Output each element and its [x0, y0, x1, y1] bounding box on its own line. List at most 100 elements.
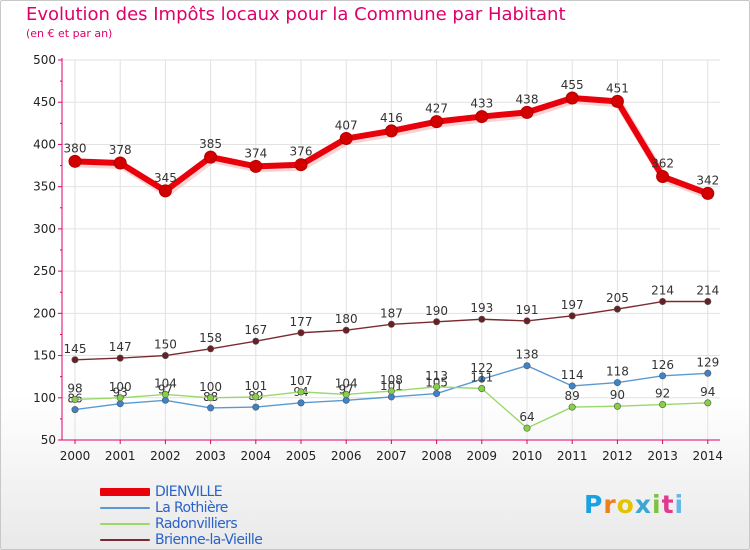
x-tick-label: 2007 [376, 449, 407, 463]
data-point [478, 384, 486, 392]
data-label: 205 [606, 291, 629, 305]
data-label: 190 [425, 304, 448, 318]
data-point [204, 150, 218, 164]
data-label: 376 [290, 145, 313, 159]
data-label: 107 [290, 374, 313, 388]
x-tick-label: 2013 [647, 449, 678, 463]
data-point [568, 403, 576, 411]
x-tick-label: 2014 [693, 449, 724, 463]
data-point [161, 396, 169, 404]
data-label: 416 [380, 111, 403, 125]
legend-label: Radonvilliers [155, 516, 238, 532]
data-label: 97 [339, 382, 354, 396]
legend-label: DIENVILLE [155, 484, 223, 500]
x-tick-label: 2011 [557, 449, 588, 463]
data-label: 118 [606, 365, 629, 379]
data-label: 93 [113, 386, 128, 400]
data-label: 104 [154, 376, 177, 390]
data-label: 385 [199, 137, 222, 151]
data-label: 214 [651, 284, 674, 298]
data-point [568, 312, 576, 320]
legend-swatch [100, 488, 150, 496]
data-point [252, 337, 260, 345]
x-tick-label: 2004 [241, 449, 272, 463]
x-tick-label: 2002 [150, 449, 181, 463]
x-tick-label: 2010 [512, 449, 543, 463]
data-point [659, 298, 667, 306]
data-point [478, 315, 486, 323]
data-label: 451 [606, 81, 629, 95]
data-point [387, 387, 395, 395]
data-label: 114 [561, 368, 584, 382]
data-point [433, 318, 441, 326]
data-label: 191 [516, 303, 539, 317]
y-tick-label: 450 [33, 95, 56, 109]
data-point [116, 394, 124, 402]
legend-label: La Rothière [155, 500, 228, 516]
data-point [71, 356, 79, 364]
data-label: 101 [244, 379, 267, 393]
data-label: 97 [158, 382, 173, 396]
y-tick-label: 500 [33, 53, 56, 67]
data-point [610, 94, 624, 108]
data-label: 380 [64, 141, 87, 155]
data-label: 111 [470, 370, 493, 384]
data-point [116, 400, 124, 408]
series-dienville: 380 378 345 385 374 376 407 416 427 433 438 455 451 3… [64, 78, 719, 200]
logo-letter: o [616, 490, 635, 519]
data-label: 362 [651, 157, 674, 171]
data-point [161, 352, 169, 360]
data-point [523, 362, 531, 370]
data-point [430, 115, 444, 129]
data-label: 427 [425, 102, 448, 116]
data-label: 187 [380, 306, 403, 320]
data-point [113, 156, 127, 170]
y-tick-label: 100 [33, 391, 56, 405]
data-label: 129 [696, 355, 719, 369]
x-tick-label: 2005 [286, 449, 317, 463]
data-point [613, 379, 621, 387]
data-point [342, 326, 350, 334]
data-label: 94 [700, 385, 715, 399]
data-point [387, 320, 395, 328]
data-label: 342 [696, 173, 719, 187]
data-point [207, 345, 215, 353]
data-point [613, 402, 621, 410]
data-label: 345 [154, 171, 177, 185]
data-point [568, 382, 576, 390]
data-point [387, 393, 395, 401]
data-label: 101 [380, 379, 403, 393]
data-point [565, 91, 579, 105]
data-point [384, 124, 398, 138]
data-label: 92 [655, 387, 670, 401]
data-label: 197 [561, 298, 584, 312]
data-point [659, 372, 667, 380]
chart-title: Evolution des Impôts locaux pour la Comm… [26, 4, 566, 25]
data-point [433, 390, 441, 398]
legend-swatch [100, 523, 150, 525]
data-label: 145 [64, 342, 87, 356]
y-tick-label: 50 [41, 433, 56, 447]
data-label: 378 [109, 143, 132, 157]
data-point [297, 388, 305, 396]
y-tick-label: 400 [33, 137, 56, 151]
data-point [71, 406, 79, 414]
data-point [294, 158, 308, 172]
data-label: 158 [199, 331, 222, 345]
data-point [523, 317, 531, 325]
y-tick-label: 150 [33, 349, 56, 363]
data-label: 100 [199, 380, 222, 394]
data-label: 433 [470, 97, 493, 111]
data-label: 138 [516, 348, 539, 362]
x-tick-label: 2006 [331, 449, 362, 463]
data-point [252, 393, 260, 401]
data-label: 100 [109, 380, 132, 394]
data-point [475, 110, 489, 124]
x-tick-label: 2009 [467, 449, 498, 463]
logo-letter: i [652, 490, 662, 519]
logo-letter: x [634, 490, 652, 519]
data-label: 89 [565, 389, 580, 403]
data-point [297, 329, 305, 337]
data-point [656, 170, 670, 184]
